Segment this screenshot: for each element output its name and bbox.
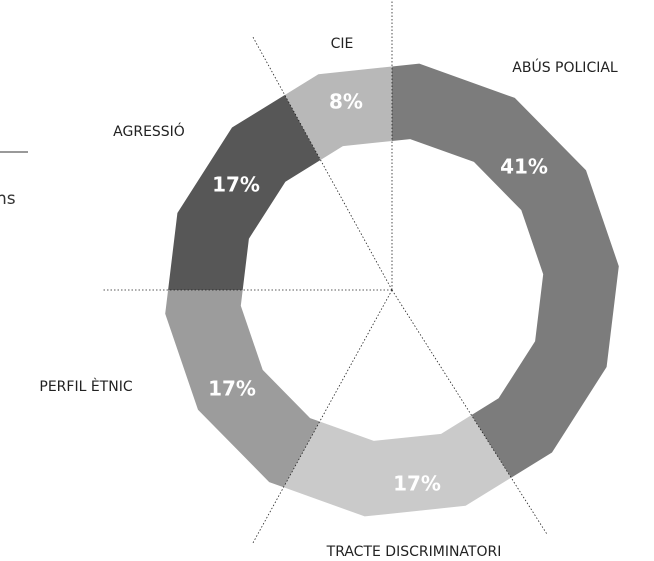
segment-label: ABÚS POLICIAL xyxy=(512,58,618,76)
cut-text: ns xyxy=(0,189,16,209)
segment-label: PERFIL ÈTNIC xyxy=(39,378,132,395)
donut-segment xyxy=(392,63,619,478)
value-label: 17% xyxy=(208,377,256,401)
divider xyxy=(251,35,393,291)
value-label: 17% xyxy=(393,472,441,496)
donut-segment xyxy=(168,95,321,290)
segment-label: AGRESSIÓ xyxy=(113,122,185,140)
value-label: 17% xyxy=(212,173,260,197)
segment-label: CIE xyxy=(331,36,354,52)
donut-segment xyxy=(284,66,392,160)
divider xyxy=(391,289,548,536)
donut-segment xyxy=(165,290,320,488)
donut-segment xyxy=(283,415,512,517)
value-label: 41% xyxy=(500,155,548,179)
segment-label: TRACTE DISCRIMINATORI xyxy=(326,544,502,560)
divider xyxy=(251,289,393,545)
value-label: 8% xyxy=(329,90,363,114)
